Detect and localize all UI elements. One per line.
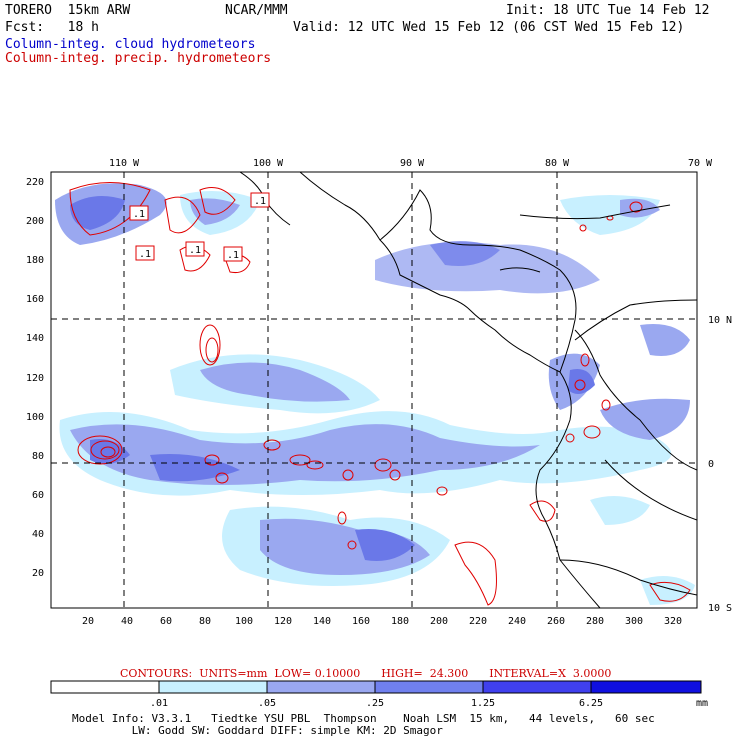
model-title: TORERO 15km ARW [5,3,131,18]
y-tick: 160 [26,294,44,305]
field-precip-label: Column-integ. precip. hydrometeors [5,51,272,66]
lon-label: 90 W [400,158,425,169]
x-tick: 40 [121,616,133,627]
x-tick: 60 [160,616,172,627]
y-tick: 200 [26,216,44,227]
colorbar-swatch [50,680,160,694]
center-label: NCAR/MMM [225,3,288,18]
lon-label: 80 W [545,158,570,169]
forecast-hour: Fcst: 18 h [5,20,99,35]
colorbar-label: .25 [366,698,384,709]
lon-label: 100 W [253,158,284,169]
x-axis-ticks: 20 40 60 80 100 120 140 160 180 200 220 … [82,616,682,627]
x-tick: 100 [235,616,253,627]
lon-labels: 110 W 100 W 90 W 80 W 70 W [109,158,713,169]
colorbar: .01 .05 .25 1.25 6.25 mm [50,680,708,709]
y-tick: 40 [32,529,44,540]
colorbar-label: 1.25 [471,698,495,709]
valid-time: Valid: 12 UTC Wed 15 Feb 12 (06 CST Wed … [293,20,685,35]
x-tick: 180 [391,616,409,627]
lat-label: 0 [708,459,714,470]
box-label: .1 [133,209,145,220]
y-tick: 80 [32,451,44,462]
x-tick: 260 [547,616,565,627]
x-tick: 240 [508,616,526,627]
y-tick: 180 [26,255,44,266]
y-tick: 120 [26,373,44,384]
y-tick: 60 [32,490,44,501]
y-tick: 220 [26,177,44,188]
x-tick: 80 [199,616,211,627]
x-tick: 300 [625,616,643,627]
x-tick: 220 [469,616,487,627]
box-label: .1 [227,250,239,261]
colorbar-swatch [266,680,376,694]
x-tick: 20 [82,616,94,627]
x-tick: 320 [664,616,682,627]
contour-box-labels: .1 .1 .1 .1 .1 [129,192,270,262]
x-tick: 160 [352,616,370,627]
lat-label: 10 N [708,315,732,326]
coastlines [239,172,697,608]
x-tick: 140 [313,616,331,627]
box-label: .1 [139,249,151,260]
x-tick: 200 [430,616,448,627]
y-tick: 100 [26,412,44,423]
lon-label: 110 W [109,158,140,169]
colorbar-label: 6.25 [579,698,603,709]
lon-label: 70 W [688,158,713,169]
model-info-line2: LW: Godd SW: Goddard DIFF: simple KM: 2D… [72,724,443,737]
x-tick: 120 [274,616,292,627]
box-label: .1 [189,245,201,256]
x-tick: 280 [586,616,604,627]
colorbar-swatch [374,680,484,694]
colorbar-swatch [590,680,702,694]
y-axis-ticks: 220 200 180 160 140 120 100 80 60 40 20 [26,177,44,579]
lat-label: 10 S [708,603,732,614]
model-info-line1: Model Info: V3.3.1 Tiedtke YSU PBL Thomp… [72,712,655,725]
colorbar-label: .05 [258,698,276,709]
y-tick: 20 [32,568,44,579]
colorbar-unit: mm [696,698,708,709]
field-cloud-label: Column-integ. cloud hydrometeors [5,37,256,52]
y-tick: 140 [26,333,44,344]
graticule [51,172,697,608]
init-time: Init: 18 UTC Tue 14 Feb 12 [506,3,710,18]
contour-info: CONTOURS: UNITS=mm LOW= 0.10000 HIGH= 24… [120,667,612,680]
colorbar-swatch [158,680,268,694]
colorbar-swatch [482,680,592,694]
colorbar-label: .01 [150,698,168,709]
box-label: .1 [254,196,266,207]
lat-labels: 10 N 0 10 S [708,315,732,614]
